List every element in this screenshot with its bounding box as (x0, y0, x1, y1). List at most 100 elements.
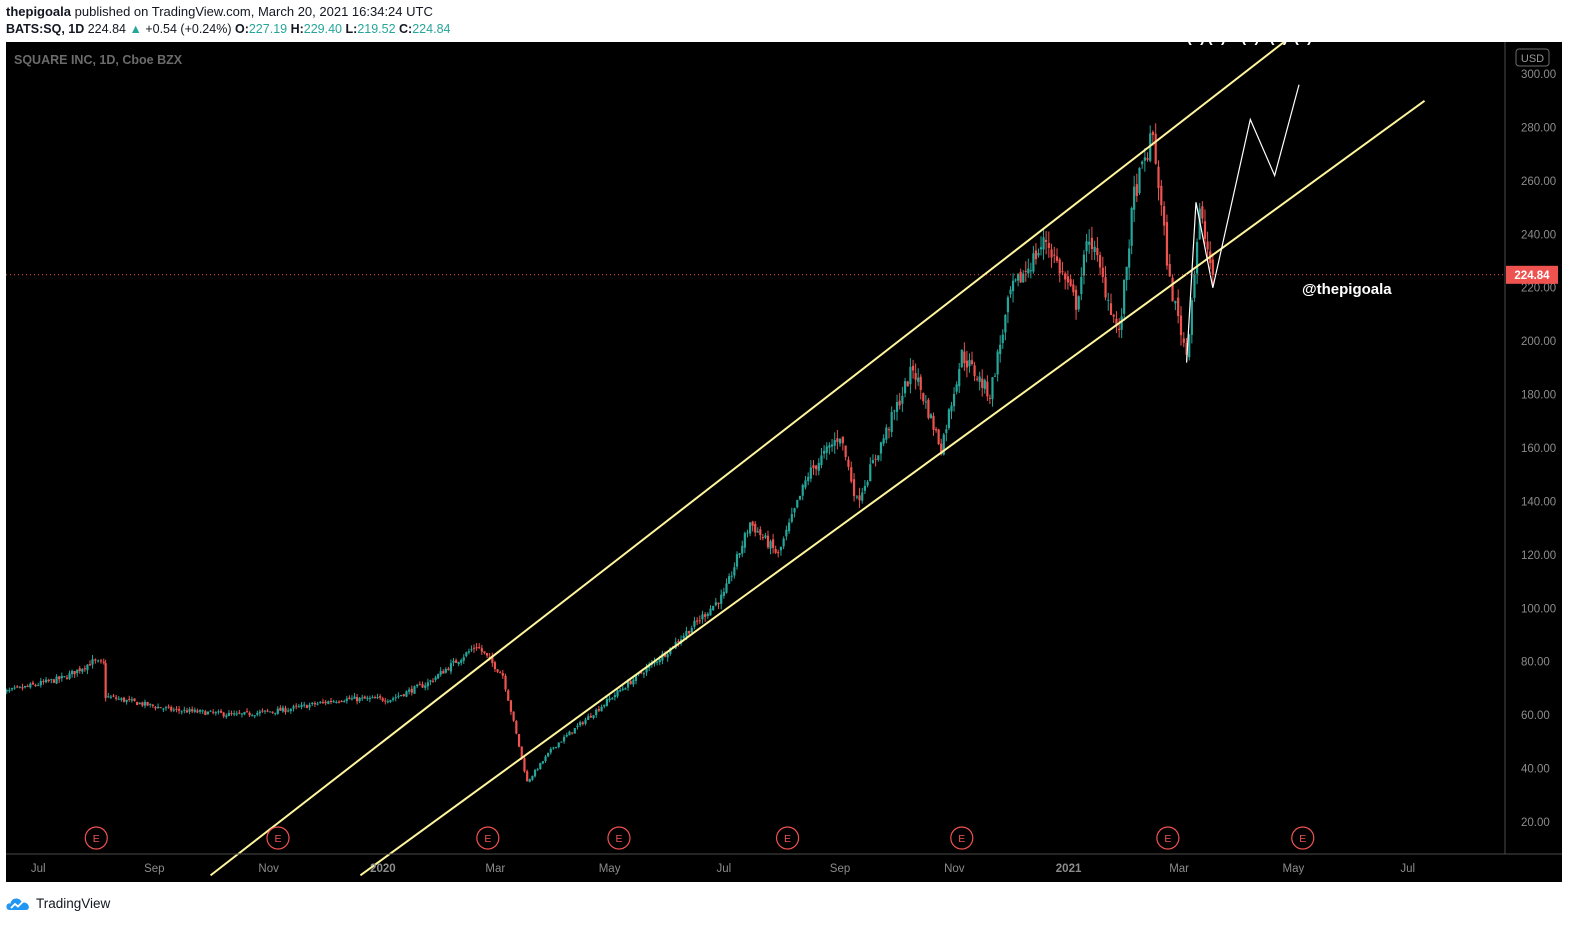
candle (230, 710, 233, 716)
tradingview-cloud-icon (6, 898, 29, 910)
candle-body (965, 360, 969, 368)
candle (256, 710, 259, 717)
candle (289, 708, 292, 714)
candle (751, 520, 754, 532)
candle-body (120, 698, 123, 700)
candle (1042, 229, 1045, 260)
candle (1195, 238, 1199, 285)
candle-body (589, 715, 592, 718)
chart-panel[interactable]: (1)(2) (3) (4) (5) E E E E E E E E 20.00 40.00 60.00 8… (0, 29, 1562, 882)
earnings-marker-icon: E (607, 826, 631, 850)
candle (112, 693, 115, 698)
author-name[interactable]: thepigoala (6, 4, 72, 19)
candle (777, 549, 780, 558)
candle-body (305, 705, 309, 709)
candle (109, 694, 112, 700)
candle (297, 703, 300, 708)
candle-body (429, 680, 432, 682)
candle (235, 710, 238, 717)
candle (597, 706, 600, 713)
price-chart[interactable]: (1)(2) (3) (4) (5) E E E E E E E E 20.00 40.00 60.00 8… (0, 29, 1562, 882)
candle-body (384, 700, 387, 702)
open-value: 227.19 (248, 22, 288, 36)
time-axis[interactable]: Jul Sep Nov 2020 Mar May Jul Sep Nov 2021 Mar May Ju… (31, 863, 1415, 875)
candle (1061, 261, 1064, 275)
candle-body (416, 684, 419, 687)
candle-body (1004, 314, 1007, 333)
candle-body (879, 442, 883, 454)
candle-body (828, 445, 831, 448)
candle-body (191, 709, 194, 712)
candle (5, 688, 8, 695)
candle (316, 701, 319, 706)
time-tick-label: Sep (144, 863, 164, 875)
candle (965, 350, 969, 378)
candle-body (379, 696, 382, 698)
candle-body (1163, 206, 1166, 226)
candle (1009, 286, 1012, 298)
candle (642, 671, 646, 679)
candle-body (531, 775, 534, 780)
candle (950, 401, 953, 420)
candle-body (493, 662, 497, 670)
candle (1074, 285, 1078, 320)
candle (467, 648, 470, 655)
candle-body (251, 715, 254, 717)
price-tick-label: 240.00 (1521, 229, 1556, 241)
candle-body (452, 660, 455, 663)
candle (793, 507, 796, 518)
candle-body (413, 686, 416, 694)
candle-body (1112, 314, 1115, 317)
candle-body (248, 712, 251, 716)
candle (104, 659, 107, 702)
candle-body (882, 438, 885, 444)
candle-body (608, 698, 611, 701)
candle-body (1064, 273, 1067, 280)
candle-body (180, 711, 183, 713)
candle (661, 650, 664, 665)
candle (554, 746, 558, 749)
candle (447, 666, 450, 671)
candle (279, 705, 282, 711)
candle-body (279, 707, 282, 711)
candle-body (725, 583, 728, 593)
candle (645, 663, 648, 676)
candle-body (823, 450, 826, 454)
candle (78, 665, 81, 674)
candle (337, 700, 341, 704)
candle (68, 670, 71, 680)
candle-body (287, 710, 290, 712)
candle-body (764, 535, 767, 538)
candle (958, 362, 961, 393)
candle-body (779, 546, 783, 551)
candle (44, 676, 48, 684)
candle-body (225, 715, 228, 717)
tradingview-footer[interactable]: TradingView (6, 888, 110, 918)
candle-body (1157, 166, 1160, 189)
candle (656, 661, 659, 666)
candle (475, 643, 478, 651)
candle-body (952, 393, 956, 407)
candle-body (1138, 167, 1141, 194)
candle (828, 442, 831, 455)
candle-body (597, 708, 600, 711)
candle-body (159, 707, 162, 709)
candle-body (749, 522, 752, 534)
candle (523, 756, 526, 773)
candle (133, 698, 136, 702)
price-tick-label: 160.00 (1521, 443, 1556, 455)
candle-body (1160, 185, 1163, 206)
candle-body (76, 669, 79, 674)
currency-box[interactable] (1515, 48, 1550, 67)
candle-body (613, 695, 616, 698)
candle (796, 499, 799, 509)
candle-body (256, 713, 259, 715)
candle (491, 652, 494, 667)
candle (970, 351, 974, 366)
candle-body (1009, 289, 1012, 295)
candle (408, 687, 411, 695)
candle-body (222, 712, 225, 717)
candle (754, 521, 757, 537)
price-axis[interactable]: 20.00 40.00 60.00 80.00 100.00 120.00 140.00 16… (1521, 69, 1556, 829)
candle (397, 692, 400, 699)
